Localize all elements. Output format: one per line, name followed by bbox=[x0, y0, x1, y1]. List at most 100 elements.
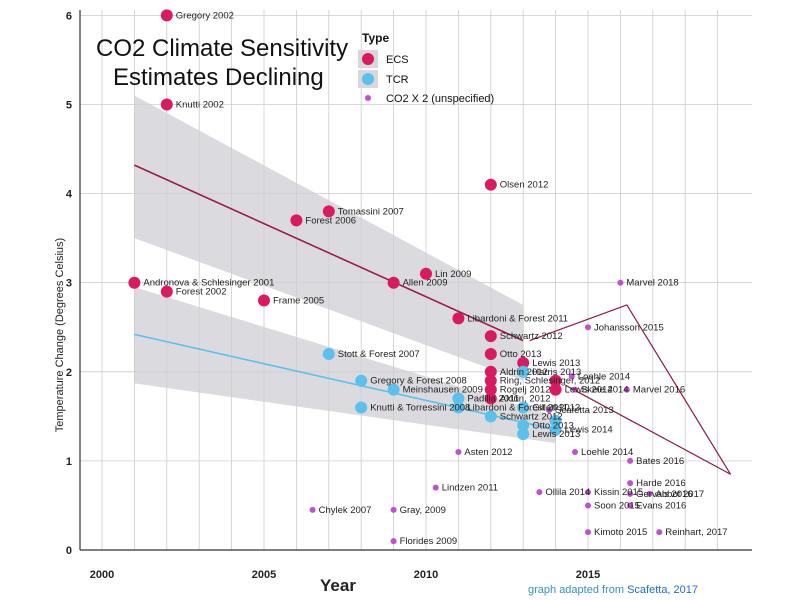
data-point-label: Marvel 2018 bbox=[626, 278, 678, 289]
data-point bbox=[517, 356, 530, 369]
data-point bbox=[309, 506, 316, 513]
data-point bbox=[568, 373, 575, 380]
data-point-label: Chylek 2007 bbox=[319, 505, 372, 516]
data-point bbox=[517, 401, 530, 414]
extension-line-upper bbox=[529, 304, 732, 475]
data-point-label: Abbot 2017 bbox=[656, 489, 705, 500]
data-point-label: Padilla 2011 bbox=[467, 394, 519, 405]
data-point bbox=[258, 294, 270, 307]
data-point-label: Ring, Schlesinger, 2012 bbox=[500, 376, 600, 387]
data-point bbox=[572, 448, 579, 455]
data-point bbox=[549, 414, 562, 427]
data-point-label: Gillett 2013 bbox=[532, 402, 580, 413]
data-point bbox=[390, 506, 397, 513]
data-point-label: Johansson 2015 bbox=[594, 322, 664, 333]
x-tick-label: 2000 bbox=[90, 569, 114, 581]
data-point bbox=[420, 267, 432, 280]
data-points bbox=[128, 9, 663, 545]
data-point bbox=[355, 374, 368, 387]
data-point bbox=[536, 489, 543, 496]
data-point bbox=[128, 276, 141, 289]
data-point-label: Knutti 2002 bbox=[176, 100, 224, 111]
y-tick-label: 6 bbox=[66, 10, 72, 22]
data-point-label: Olsen 2012 bbox=[500, 180, 549, 191]
confidence-band-ecs bbox=[134, 95, 524, 381]
trend-line-ecs bbox=[134, 164, 524, 342]
data-point bbox=[646, 490, 653, 497]
data-point-label: Libardoni & Forest 2011 bbox=[467, 313, 568, 324]
data-point-label: Gregory 2002 bbox=[176, 10, 234, 21]
data-point bbox=[627, 490, 634, 497]
data-point-label: Marvel 2016 bbox=[633, 385, 685, 396]
data-point bbox=[160, 285, 173, 298]
data-point-label: Schwartz 2012 bbox=[500, 411, 563, 422]
data-point-label: Forest 2006 bbox=[305, 215, 356, 226]
y-tick-label: 0 bbox=[66, 545, 72, 557]
data-point-label: Aldrin 2012 bbox=[500, 367, 548, 378]
data-point-label: Kissin 2015 bbox=[594, 487, 643, 498]
data-point bbox=[627, 502, 634, 509]
data-point-label: Ollila 2014 bbox=[545, 487, 590, 498]
data-point bbox=[517, 419, 530, 432]
data-point bbox=[517, 428, 530, 441]
x-tick-label: 2005 bbox=[252, 569, 276, 581]
data-point bbox=[452, 312, 465, 325]
data-point-label: Rogelj 2012 bbox=[500, 385, 551, 396]
data-point-label: Lindzen 2011 bbox=[442, 483, 498, 494]
axes: 0 1 2 3 4 5 6 2000 2005 2010 2015 bbox=[66, 10, 752, 581]
data-point-label: Loehle 2014 bbox=[578, 371, 630, 382]
source-credit-prefix: graph adapted from bbox=[528, 584, 627, 596]
data-point bbox=[585, 529, 591, 536]
x-axis-label: Year bbox=[320, 576, 356, 595]
data-point-label: Loehle 2014 bbox=[581, 447, 633, 458]
data-point-label: Tomassini 2007 bbox=[338, 206, 404, 217]
data-point bbox=[432, 484, 439, 491]
data-point bbox=[322, 347, 335, 360]
data-point-label: Knutti & Torressini 2008 bbox=[370, 402, 470, 413]
legend-ecs-label: ECS bbox=[386, 54, 409, 66]
y-tick-label: 3 bbox=[66, 278, 72, 290]
data-point bbox=[484, 374, 497, 387]
data-point-label: Lewis 2014 bbox=[565, 425, 613, 436]
data-point bbox=[627, 457, 634, 464]
data-point-label: Forest 2002 bbox=[176, 287, 227, 298]
legend: Type ECS TCR CO2 X 2 (unspecified) bbox=[358, 31, 494, 105]
data-point bbox=[322, 205, 335, 218]
data-point bbox=[623, 386, 630, 393]
x-tick-label: 2015 bbox=[576, 569, 600, 581]
data-point bbox=[484, 347, 497, 360]
legend-co2x2-marker bbox=[365, 95, 371, 101]
data-point-label: Reinhart, 2017 bbox=[665, 527, 727, 538]
data-point-label: Schwartz 2012 bbox=[500, 331, 563, 342]
data-point bbox=[484, 392, 497, 405]
data-point bbox=[160, 98, 173, 111]
data-point bbox=[585, 324, 591, 331]
data-point bbox=[627, 480, 634, 487]
y-axis-label: Temperature Change (Degrees Celsius) bbox=[54, 238, 66, 432]
legend-tcr-marker bbox=[362, 73, 374, 85]
data-point bbox=[549, 383, 562, 396]
data-point-label: Scafetta 2013 bbox=[555, 405, 614, 416]
data-point-label: Lin 2009 bbox=[435, 269, 471, 280]
data-point-label: Lewis 2013 bbox=[532, 429, 580, 440]
data-point bbox=[387, 276, 400, 289]
data-point bbox=[572, 386, 579, 393]
data-point-label: Gray, 2009 bbox=[400, 505, 446, 516]
legend-ecs-marker bbox=[362, 53, 374, 65]
source-credit-link[interactable]: Scafetta, 2017 bbox=[627, 584, 698, 596]
data-point bbox=[546, 407, 553, 414]
y-tick-label: 2 bbox=[66, 367, 72, 379]
data-point bbox=[585, 489, 591, 496]
data-point-label: Harris 2013 bbox=[532, 367, 581, 378]
data-point-label: Evans 2016 bbox=[636, 500, 686, 511]
data-point-label: Gervais 2016 bbox=[636, 489, 693, 500]
data-point-label: Meinshausen 2009 bbox=[403, 385, 483, 396]
data-point-label: Soon 2015 bbox=[594, 500, 640, 511]
data-point bbox=[549, 423, 562, 436]
data-point-label: Asten 2012 bbox=[464, 447, 512, 458]
data-point-label: Florides 2009 bbox=[400, 536, 458, 547]
data-point bbox=[390, 538, 397, 545]
data-point bbox=[484, 383, 497, 396]
point-labels: Gregory 2002 Knutti 2002 Andronova & Schle… bbox=[143, 10, 727, 547]
